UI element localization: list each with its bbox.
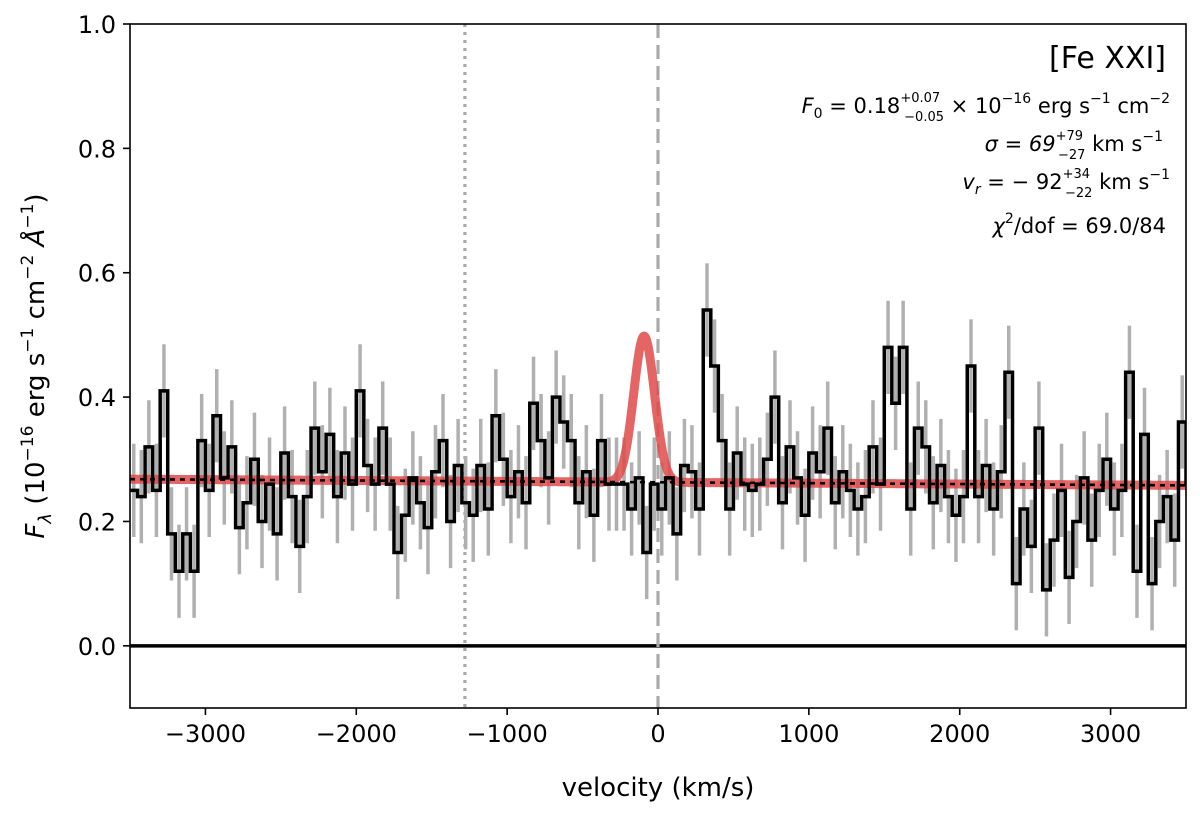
y-tick-label: 0.4 <box>78 384 116 412</box>
y-tick-label: 0.0 <box>78 633 116 661</box>
vr-annotation: vr = − 92+34 −22 km s−1 <box>962 167 1170 201</box>
y-axis-title: Fλ (10−16 erg s−1 cm−2 Å−1) <box>18 193 56 538</box>
error-bars <box>132 263 1184 637</box>
axis-ticks: −3000 −2000 −1000 0 1000 2000 3000 0.0 0.2 0.4 0.6… <box>78 11 1141 748</box>
y-tick-label: 1.0 <box>78 11 116 39</box>
chi2-annotation: χ2/dof = 69.0/84 <box>991 211 1166 238</box>
spectrum-data <box>130 308 1186 592</box>
model-fit <box>130 331 1186 490</box>
y-tick-label: 0.2 <box>78 508 116 536</box>
x-tick-label: 0 <box>650 720 665 748</box>
y-tick-label: 0.6 <box>78 260 116 288</box>
sigma-annotation: σ = 69+79 −27 km s−1 <box>985 129 1163 163</box>
spectrum-step-line <box>130 308 1186 592</box>
x-tick-label: −1000 <box>467 720 548 748</box>
y-tick-label: 0.8 <box>78 135 116 163</box>
continuum-line <box>130 477 1186 487</box>
x-tick-label: 1000 <box>778 720 839 748</box>
reference-lines <box>130 24 1186 708</box>
x-tick-label: −2000 <box>316 720 397 748</box>
flux-annotation: F0 = 0.18+0.07 −0.05 × 10−16 erg s−1 cm−2 <box>802 91 1170 125</box>
x-tick-label: 3000 <box>1080 720 1141 748</box>
x-axis-title: velocity (km/s) <box>562 773 755 803</box>
x-tick-label: −3000 <box>165 720 246 748</box>
line-label: [Fe XXI] <box>1049 41 1166 76</box>
x-tick-label: 2000 <box>929 720 990 748</box>
